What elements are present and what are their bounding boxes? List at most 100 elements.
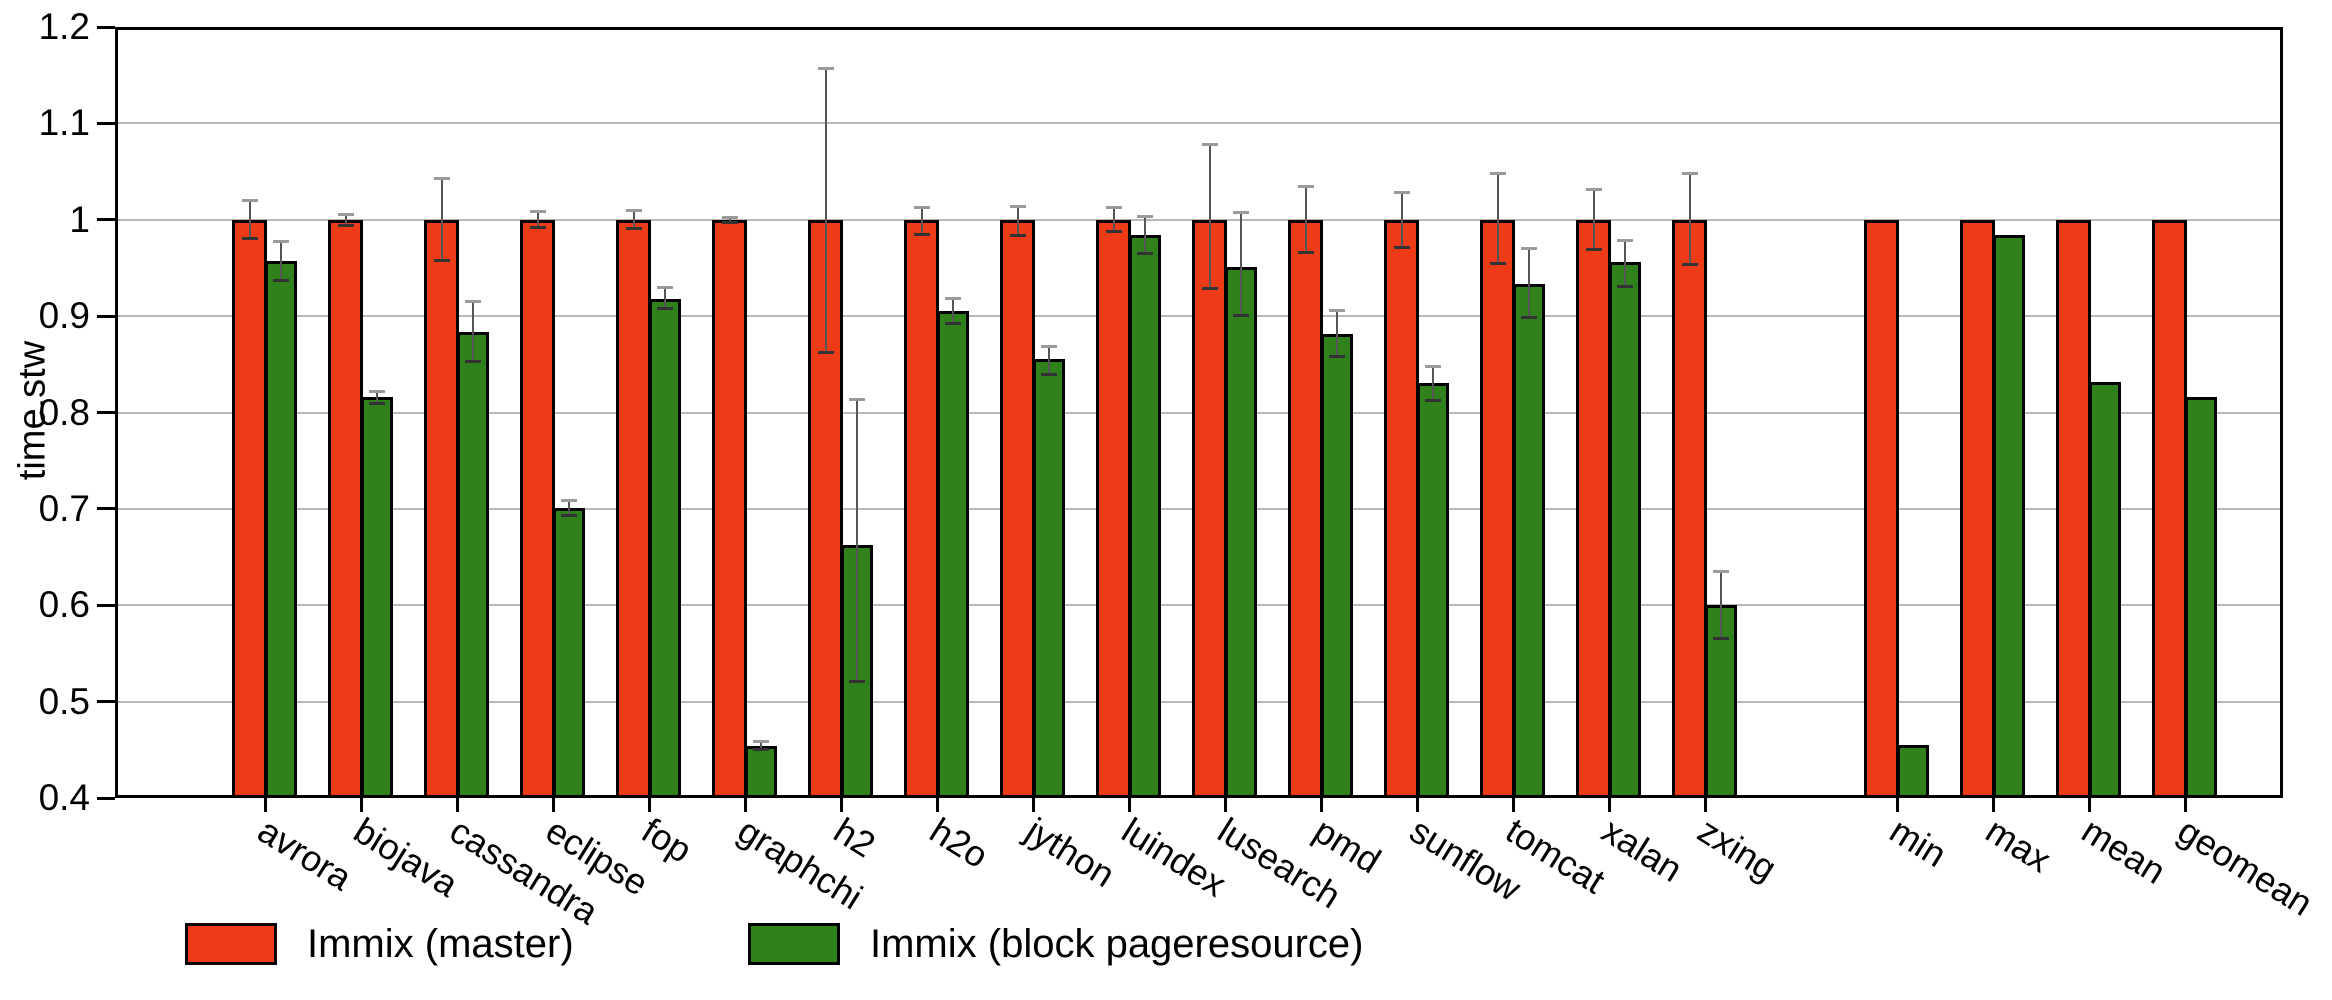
error-cap-top-sunflow-master	[1393, 190, 1410, 194]
error-cap-top-graphchi-master	[721, 215, 738, 219]
bar-eclipse-master	[520, 219, 555, 798]
bar-sunflow-block	[1417, 382, 1449, 798]
error-cap-bottom-tomcat-block	[1521, 316, 1537, 320]
error-cap-top-eclipse-block	[561, 499, 577, 503]
error-cap-bottom-xalan-master	[1585, 247, 1602, 251]
bar-avrora-master	[232, 219, 267, 798]
y-tick-label: 0.7	[38, 487, 90, 529]
error-cap-bottom-sunflow-master	[1393, 245, 1410, 249]
bar-geomean-master	[2152, 219, 2187, 798]
error-bar-avrora-block	[280, 240, 282, 282]
bar-graphchi-block	[745, 745, 777, 798]
x-tick-label-fop: fop	[634, 809, 700, 871]
x-axis-tick	[1031, 798, 1035, 812]
y-axis-tick	[97, 411, 115, 414]
error-cap-top-avrora-block	[273, 239, 289, 243]
y-tick-label: 0.6	[38, 584, 90, 626]
x-tick-label-zxing: zxing	[1690, 809, 1784, 889]
error-cap-top-biojava-master	[337, 212, 354, 216]
error-bar-luindex-master	[1112, 207, 1115, 233]
bar-jython-block	[1033, 359, 1065, 798]
error-cap-top-tomcat-master	[1489, 172, 1506, 176]
error-cap-bottom-xalan-block	[1617, 285, 1633, 289]
error-cap-bottom-h2o-master	[913, 233, 930, 237]
error-bar-lusearch-block	[1240, 212, 1242, 317]
x-tick-label-geomean: geomean	[2170, 809, 2320, 924]
x-axis-tick	[1991, 798, 1995, 812]
bar-max-block	[1993, 235, 2025, 798]
error-bar-jython-block	[1048, 346, 1050, 375]
bar-eclipse-block	[553, 507, 585, 798]
error-cap-top-cassandra-block	[465, 299, 481, 303]
error-cap-bottom-pmd-block	[1329, 354, 1345, 358]
bar-max-master	[1960, 219, 1995, 798]
error-cap-top-lusearch-master	[1201, 142, 1218, 146]
error-cap-bottom-avrora-block	[273, 279, 289, 283]
error-cap-bottom-zxing-master	[1681, 263, 1698, 267]
error-bar-graphchi-master	[728, 216, 731, 223]
x-axis-tick	[2183, 798, 2187, 812]
x-axis-tick	[455, 798, 459, 812]
error-cap-top-luindex-master	[1105, 206, 1122, 210]
error-bar-avrora-master	[248, 200, 251, 240]
error-bar-cassandra-master	[440, 178, 443, 262]
error-bar-xalan-master	[1592, 188, 1595, 250]
y-tick-label: 0.8	[38, 391, 90, 433]
bar-luindex-block	[1129, 235, 1161, 798]
x-axis-tick	[1223, 798, 1227, 812]
bar-lusearch-master	[1192, 219, 1227, 798]
error-bar-cassandra-block	[472, 300, 474, 363]
x-tick-label-max: max	[1978, 809, 2059, 881]
error-cap-top-h2o-block	[945, 296, 961, 300]
x-axis-tick	[935, 798, 939, 812]
error-cap-top-avrora-master	[241, 199, 258, 203]
x-tick-label-jython: jython	[1018, 809, 1123, 896]
error-cap-bottom-lusearch-block	[1233, 314, 1249, 318]
bar-mean-block	[2089, 381, 2121, 798]
error-bar-tomcat-master	[1496, 173, 1499, 265]
error-cap-bottom-h2-block	[849, 680, 865, 684]
error-cap-top-xalan-master	[1585, 187, 1602, 191]
legend-label-block: Immix (block pageresource)	[870, 922, 1364, 966]
error-cap-bottom-fop-master	[625, 227, 642, 231]
bar-lusearch-block	[1225, 266, 1257, 798]
bar-h2o-master	[904, 219, 939, 798]
y-axis-tick	[97, 25, 115, 29]
error-cap-bottom-luindex-master	[1105, 230, 1122, 234]
error-bar-fop-block	[664, 287, 666, 310]
y-tick-label: 0.5	[38, 680, 90, 722]
x-tick-label-biojava: biojava	[346, 809, 466, 905]
bar-cassandra-block	[457, 331, 489, 798]
y-tick-label: 0.4	[38, 777, 90, 818]
error-cap-bottom-lusearch-master	[1201, 287, 1218, 291]
error-cap-bottom-h2-master	[817, 350, 834, 354]
error-bar-biojava-master	[344, 213, 347, 226]
error-bar-xalan-block	[1624, 239, 1626, 288]
bar-min-block	[1897, 744, 1929, 798]
y-axis-tick	[97, 603, 115, 607]
error-cap-top-fop-block	[657, 286, 673, 290]
error-cap-top-eclipse-master	[529, 210, 546, 214]
error-cap-top-cassandra-master	[433, 177, 450, 181]
x-axis-tick	[1319, 798, 1323, 812]
error-cap-bottom-eclipse-master	[529, 226, 546, 230]
error-bar-h2-master	[824, 68, 827, 353]
error-cap-bottom-fop-block	[657, 307, 673, 311]
y-tick-label: 1.1	[38, 102, 90, 144]
error-cap-top-zxing-master	[1681, 172, 1698, 176]
error-bar-fop-master	[632, 210, 635, 230]
x-axis-tick	[839, 798, 843, 812]
bar-h2o-block	[937, 311, 969, 798]
error-cap-top-h2-master	[817, 67, 834, 71]
bar-avrora-block	[265, 261, 297, 798]
error-cap-bottom-luindex-block	[1137, 252, 1153, 256]
x-tick-label-luindex: luindex	[1114, 809, 1234, 905]
error-bar-eclipse-master	[536, 211, 539, 229]
error-bar-tomcat-block	[1528, 247, 1530, 319]
error-bar-biojava-block	[376, 391, 378, 404]
error-cap-top-jython-master	[1009, 205, 1026, 209]
error-cap-bottom-graphchi-block	[753, 747, 769, 751]
bar-graphchi-master	[712, 219, 747, 798]
x-axis-tick	[551, 798, 555, 812]
